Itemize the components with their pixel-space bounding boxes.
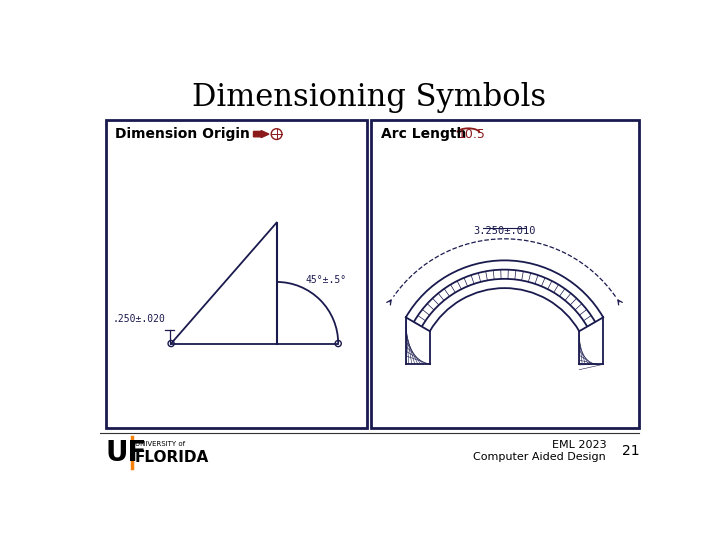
Text: EML 2023: EML 2023 (552, 440, 606, 450)
Text: 3.250±.010: 3.250±.010 (473, 226, 536, 236)
Text: 45°±.5°: 45°±.5° (306, 275, 347, 286)
Bar (106, 120, 367, 428)
Text: Dimension Origin: Dimension Origin (115, 127, 250, 141)
Text: Arc Length: Arc Length (381, 127, 466, 141)
Text: .250±.020: .250±.020 (112, 314, 166, 324)
Text: 10.5: 10.5 (457, 127, 485, 140)
Text: UNIVERSITY of: UNIVERSITY of (135, 441, 185, 447)
Text: 21: 21 (622, 444, 639, 458)
Text: FLORIDA: FLORIDA (135, 450, 210, 465)
Bar (371, 120, 639, 428)
Text: Computer Aided Design: Computer Aided Design (474, 453, 606, 462)
FancyArrow shape (253, 131, 269, 138)
Text: Dimensioning Symbols: Dimensioning Symbols (192, 82, 546, 113)
Text: UF: UF (106, 439, 147, 467)
